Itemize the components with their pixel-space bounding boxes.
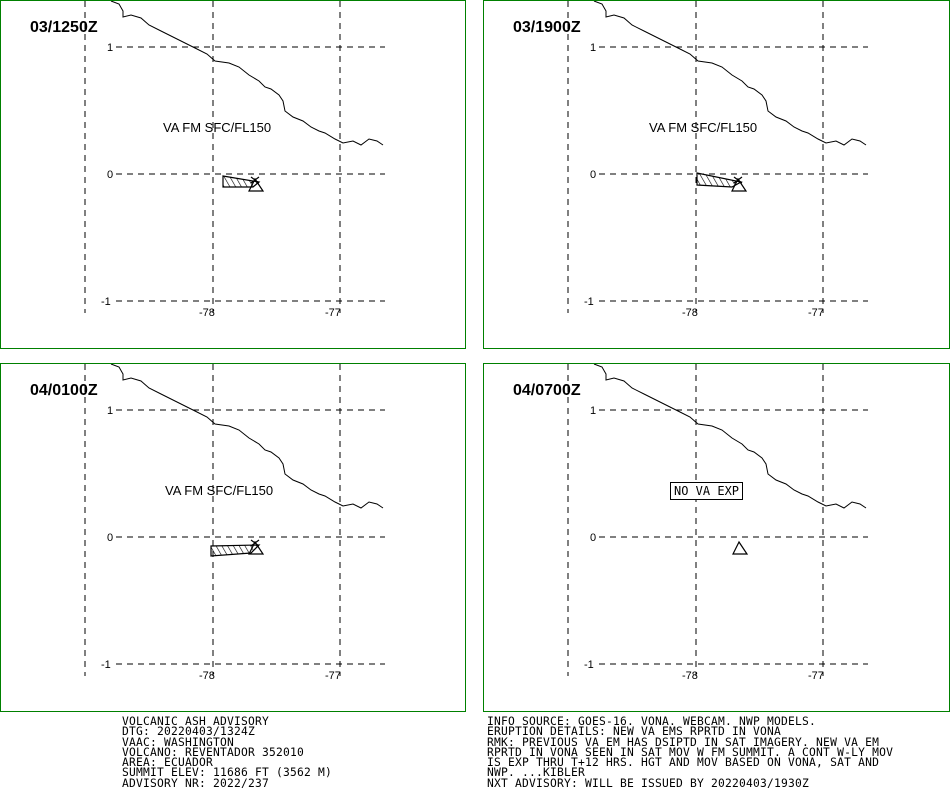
lon-tick-label: -77	[325, 670, 341, 682]
panel-time: 04/0100Z	[30, 382, 98, 399]
coastline	[110, 1, 384, 146]
lon-tick-label: -78	[682, 670, 698, 682]
lon-tick-label: -78	[682, 307, 698, 319]
lat-tick-label: -1	[584, 659, 594, 671]
panel-time: 03/1900Z	[513, 19, 581, 36]
volcano-icon	[732, 540, 749, 555]
advisory-line: INFO SOURCE: GOES-16. VONA. WEBCAM. NWP …	[487, 715, 817, 728]
coastline	[110, 364, 384, 509]
lon-tick-label: -77	[808, 307, 824, 319]
lat-tick-label: -1	[101, 296, 111, 308]
advisory-line: AREA: ECUADOR	[122, 756, 214, 770]
panel-time: 03/1250Z	[30, 19, 98, 36]
map-panel: 1 0 -1 -78 -77 VA FM SFC/FL150 04/0100Z	[0, 363, 466, 712]
no-ash-expected-label: NO VA EXP	[670, 482, 744, 500]
lat-tick-label: 1	[107, 405, 113, 417]
lon-tick-label: -78	[199, 307, 215, 319]
map-canvas: 1 0 -1 -78 -77	[567, 364, 868, 682]
lat-tick-label: 0	[590, 532, 596, 544]
map-canvas: 1 0 -1 -78 -77 VA FM SFC/FL150	[567, 1, 868, 319]
lat-tick-label: 0	[590, 169, 596, 181]
advisory-line: VOLCANO: REVENTADOR 352010	[122, 745, 305, 759]
lat-tick-label: -1	[584, 296, 594, 308]
map-canvas: 1 0 -1 -78 -77 VA FM SFC/FL150	[84, 1, 385, 319]
volcano-icon	[248, 539, 265, 555]
ash-cloud	[222, 175, 261, 188]
ash-height-label: VA FM SFC/FL150	[163, 120, 271, 135]
ash-height-label: VA FM SFC/FL150	[649, 120, 757, 135]
lon-tick-label: -77	[325, 307, 341, 319]
volcano-icon	[731, 176, 748, 192]
coastline	[593, 364, 867, 509]
lat-tick-label: 0	[107, 532, 113, 544]
advisory-line: NXT ADVISORY: WILL BE ISSUED BY 20220403…	[487, 776, 810, 790]
lat-tick-label: 0	[107, 169, 113, 181]
advisory-line: SUMMIT ELEV: 11686 FT (3562 M)	[122, 766, 333, 780]
coastline	[593, 1, 867, 146]
ash-height-label: VA FM SFC/FL150	[165, 483, 273, 498]
advisory-line: NWP. ...KIBLER	[487, 766, 586, 780]
map-panel: 1 0 -1 -78 -77 VA FM SFC/FL150 03/1900Z	[483, 0, 950, 349]
volcano-icon	[248, 176, 265, 192]
map-canvas: 1 0 -1 -78 -77 VA FM SFC/FL150	[84, 364, 385, 682]
lon-tick-label: -78	[199, 670, 215, 682]
advisory-line: RMK: PREVIOUS VA EM HAS DSIPTD IN SAT IM…	[487, 735, 880, 749]
lat-tick-label: 1	[590, 405, 596, 417]
advisory-line: RPRTD IN VONA SEEN IN SAT MOV W FM SUMMI…	[487, 745, 894, 759]
lat-tick-label: 1	[590, 42, 596, 54]
advisory-line: ADVISORY NR: 2022/237	[122, 776, 270, 790]
lat-tick-label: 1	[107, 42, 113, 54]
advisory-line: VAAC: WASHINGTON	[122, 735, 235, 749]
advisory-left-block: VOLCANIC ASH ADVISORY DTG: 20220403/1324…	[122, 715, 333, 790]
advisory-line: ERUPTION DETAILS: NEW VA EMS RPRTD IN VO…	[487, 725, 782, 739]
ash-cloud	[210, 544, 261, 557]
map-panel: 1 0 -1 -78 -77 VA FM SFC/FL150 03/1250Z	[0, 0, 466, 349]
map-panel: 1 0 -1 -78 -77 04/0700Z NO VA EXP	[483, 363, 950, 712]
advisory-line: DTG: 20220403/1324Z	[122, 725, 256, 739]
lon-tick-label: -77	[808, 670, 824, 682]
ash-cloud	[696, 172, 743, 188]
panel-time: 04/0700Z	[513, 382, 581, 399]
advisory-right-block: INFO SOURCE: GOES-16. VONA. WEBCAM. NWP …	[487, 715, 894, 790]
lat-tick-label: -1	[101, 659, 111, 671]
advisory-line: VOLCANIC ASH ADVISORY	[122, 715, 270, 728]
advisory-line: IS EXP THRU T+12 HRS. HGT AND MOV BASED …	[487, 756, 880, 770]
